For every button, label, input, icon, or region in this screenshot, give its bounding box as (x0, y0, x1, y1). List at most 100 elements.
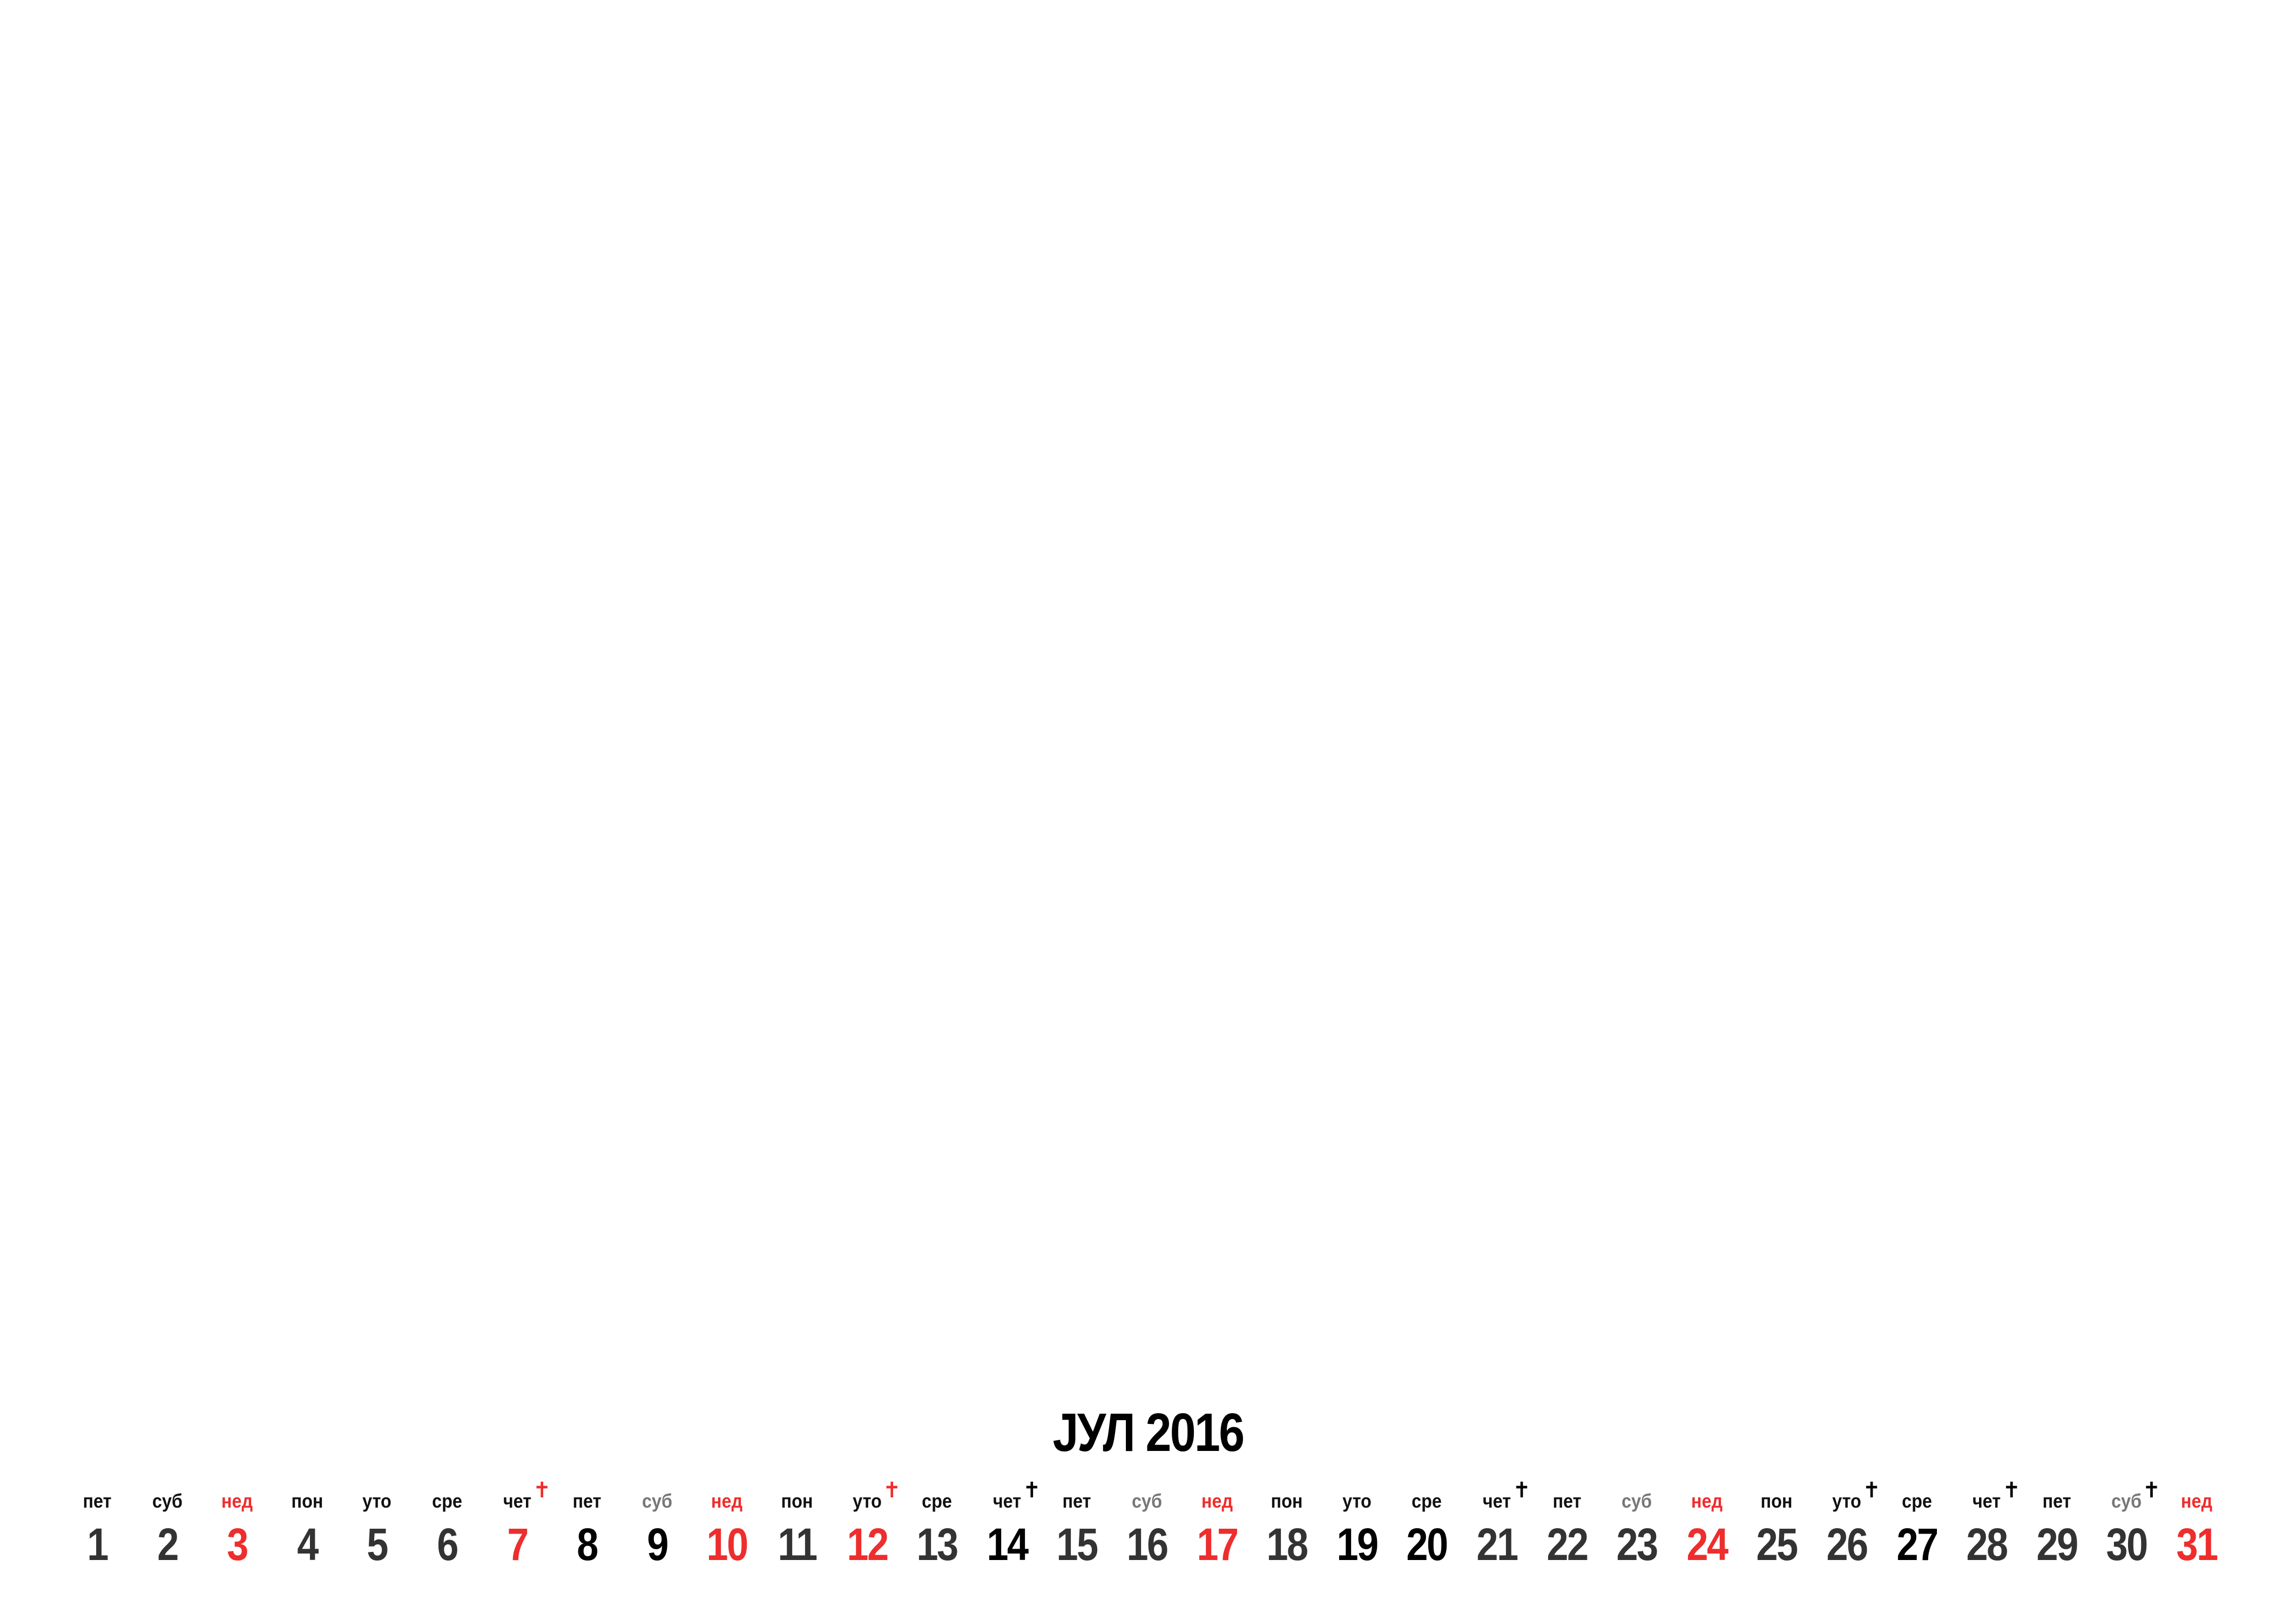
day-cell: суб 23 (1604, 1480, 1669, 1588)
day-number: 6 (437, 1519, 458, 1570)
day-cell: сре 6 (415, 1480, 480, 1588)
day-number: 8 (577, 1519, 598, 1570)
day-cell: нед 3 (205, 1480, 269, 1588)
day-number: 19 (1336, 1519, 1379, 1570)
weekday-label: пет (572, 1490, 602, 1512)
day-cell: пон 11 (765, 1480, 829, 1588)
weekday-label: пон (781, 1490, 813, 1512)
weekday-label: суб (1622, 1490, 1652, 1512)
day-cell: суб ✝ 30 (2094, 1478, 2161, 1588)
day-cell: пет 1 (65, 1480, 130, 1588)
day-cell: нед 17 (1185, 1480, 1250, 1588)
weekday-label: суб (641, 1490, 672, 1512)
day-cell: пет 29 (2024, 1480, 2089, 1588)
day-cell: суб 16 (1115, 1480, 1179, 1588)
weekday-label: сре (1412, 1490, 1442, 1512)
red-holiday-cross-icon: ✝ (532, 1478, 551, 1503)
day-cell: пет 22 (1535, 1480, 1599, 1588)
day-number: 16 (1126, 1519, 1169, 1570)
weekday-label: пет (1552, 1490, 1582, 1512)
day-cell: сре 13 (904, 1480, 969, 1588)
weekday-label: сре (922, 1490, 953, 1512)
weekday-label: пон (291, 1490, 323, 1512)
weekday-label: суб (2111, 1490, 2142, 1512)
weekday-label: уто (1832, 1490, 1861, 1512)
day-cell: пет 8 (555, 1480, 619, 1588)
red-holiday-cross-icon: ✝ (882, 1478, 901, 1503)
day-number: 24 (1686, 1519, 1728, 1570)
day-number: 4 (296, 1519, 319, 1570)
day-number: 12 (846, 1519, 889, 1570)
weekday-label: пет (2042, 1490, 2071, 1512)
day-cell: пон 4 (275, 1480, 340, 1588)
weekday-label: пон (1271, 1490, 1303, 1512)
weekday-label: уто (362, 1490, 392, 1512)
day-number: 14 (987, 1519, 1029, 1570)
weekday-label: пет (83, 1490, 112, 1512)
day-number: 5 (367, 1519, 389, 1570)
calendar-title: ЈУЛ 2016 (1052, 1402, 1245, 1463)
black-holiday-cross-icon: ✝ (1023, 1478, 1041, 1503)
day-number: 13 (916, 1519, 959, 1570)
weekday-label: уто (852, 1490, 882, 1512)
weekday-label: нед (221, 1490, 253, 1512)
day-cell: пон 25 (1744, 1480, 1809, 1588)
day-number: 22 (1546, 1519, 1589, 1570)
day-cell: пон 18 (1254, 1480, 1319, 1588)
day-number: 26 (1826, 1519, 1868, 1570)
day-number: 27 (1896, 1519, 1939, 1570)
weekday-label: нед (1201, 1490, 1233, 1512)
day-number: 7 (507, 1519, 529, 1570)
day-cell: уто ✝ 12 (835, 1478, 901, 1588)
day-cell: нед 10 (694, 1480, 759, 1588)
black-holiday-cross-icon: ✝ (1862, 1478, 1881, 1503)
weekday-label: чет (1482, 1490, 1511, 1512)
weekday-label: нед (1691, 1490, 1723, 1512)
day-number: 29 (2036, 1519, 2078, 1570)
weekday-label: чет (1973, 1490, 2001, 1512)
weekday-label: суб (1131, 1490, 1163, 1512)
day-cell: чет ✝ 7 (485, 1478, 551, 1588)
day-cell: пет 15 (1044, 1480, 1109, 1588)
day-number: 17 (1196, 1519, 1239, 1570)
day-number: 31 (2176, 1519, 2218, 1570)
weekday-label: сре (1901, 1490, 1932, 1512)
weekday-label: чет (992, 1490, 1021, 1512)
black-holiday-cross-icon: ✝ (1512, 1478, 1531, 1503)
weekday-label: сре (432, 1490, 462, 1512)
weekday-label: нед (2180, 1490, 2213, 1512)
day-number: 1 (87, 1519, 109, 1570)
days-strip: пет 1 суб 2 нед 3 пон 4 уто 5 сре 6 чет ✝ 7 пет 8 суб 9 нед… (0, 1480, 2296, 1588)
day-number: 23 (1616, 1519, 1659, 1570)
day-cell: уто 19 (1325, 1480, 1389, 1588)
day-cell: уто 5 (345, 1480, 409, 1588)
day-cell: сре 20 (1394, 1480, 1459, 1588)
weekday-label: чет (503, 1490, 531, 1512)
black-holiday-cross-icon: ✝ (2142, 1478, 2161, 1503)
day-cell: чет ✝ 28 (1954, 1478, 2021, 1588)
day-cell: суб 9 (625, 1480, 690, 1588)
weekday-label: уто (1342, 1490, 1372, 1512)
day-number: 11 (778, 1519, 818, 1570)
day-number: 9 (646, 1519, 668, 1570)
weekday-label: суб (152, 1490, 183, 1512)
day-cell: чет ✝ 14 (975, 1480, 1041, 1588)
day-number: 15 (1056, 1519, 1099, 1570)
weekday-label: нед (711, 1490, 743, 1512)
day-cell: суб 2 (135, 1480, 200, 1588)
day-number: 3 (227, 1519, 248, 1570)
day-cell: нед 31 (2164, 1480, 2229, 1588)
weekday-label: пет (1062, 1490, 1091, 1512)
day-number: 2 (157, 1519, 179, 1570)
day-cell: уто ✝ 26 (1814, 1478, 1881, 1588)
day-number: 21 (1476, 1519, 1518, 1570)
weekday-label: пон (1760, 1490, 1793, 1512)
day-cell: чет ✝ 21 (1464, 1478, 1531, 1588)
day-number: 10 (706, 1519, 749, 1570)
day-cell: нед 24 (1674, 1480, 1739, 1588)
day-number: 28 (1966, 1519, 2009, 1570)
day-cell: сре 27 (1885, 1480, 1949, 1588)
day-number: 30 (2106, 1519, 2149, 1570)
day-number: 25 (1756, 1519, 1799, 1570)
black-holiday-cross-icon: ✝ (2002, 1478, 2021, 1503)
